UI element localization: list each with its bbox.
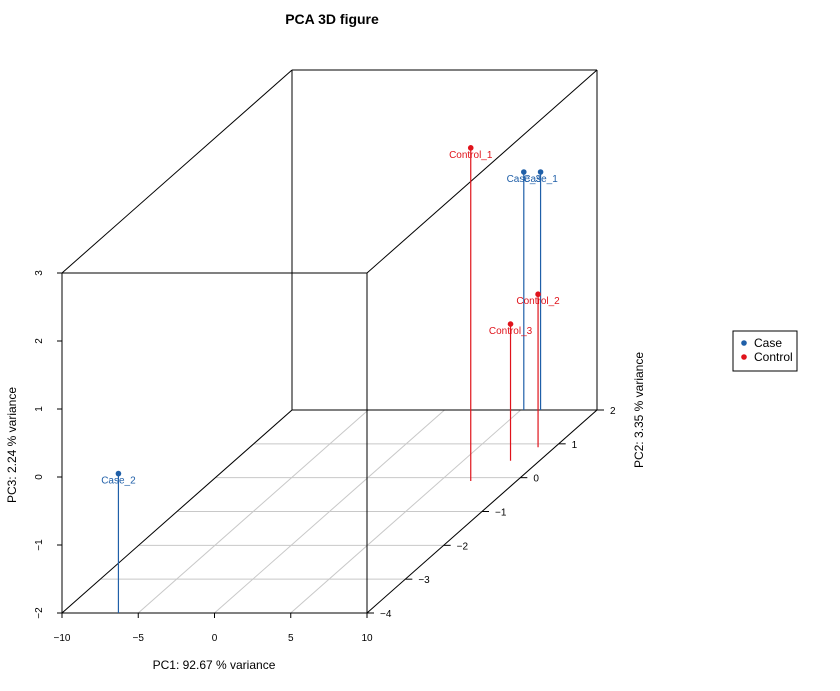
x-axis-ticks: −10 −5 0 5 10 (54, 613, 373, 644)
grid-lines (61, 409, 598, 614)
data-points: Case_1 Case_2 Case_3 Control_1 Control_2 Cont… (101, 145, 560, 613)
box-edge (61, 69, 293, 274)
y-tick-label: −2 (457, 541, 469, 552)
y-axis-label: PC2: 3.35 % variance (632, 352, 646, 468)
point-label: Case_1 (523, 174, 558, 185)
x-tick-label: 10 (361, 633, 373, 644)
x-tick-label: 5 (288, 633, 294, 644)
legend-marker (741, 340, 747, 346)
z-tick-label: 2 (34, 338, 45, 344)
x-tick-label: 0 (212, 633, 218, 644)
data-point (537, 169, 544, 175)
legend-label: Control (754, 350, 793, 364)
y-tick-label: 1 (572, 440, 578, 451)
y-tick-label: −4 (380, 609, 392, 620)
z-tick-label: 1 (34, 406, 45, 412)
y-tick-label: −3 (418, 575, 430, 586)
data-point (467, 145, 474, 151)
z-tick-label: 3 (34, 270, 45, 276)
data-point (115, 470, 122, 477)
y-tick-label: −1 (495, 508, 507, 519)
chart-title: PCA 3D figure (285, 11, 379, 27)
z-tick-label: 0 (34, 474, 45, 480)
legend-box (732, 330, 798, 372)
z-tick-label: −1 (34, 539, 45, 551)
box-edge (366, 69, 598, 274)
data-point (521, 169, 527, 175)
y-tick-label: 0 (533, 474, 539, 485)
y-tick-label: 2 (610, 406, 616, 417)
box-edge (61, 409, 293, 614)
point-label: Control_1 (449, 150, 493, 161)
legend-label: Case (754, 336, 782, 350)
point-label: Control_3 (489, 326, 533, 337)
bounding-box (61, 69, 598, 614)
z-axis-ticks: −2 −1 0 1 2 3 (34, 270, 62, 619)
y-axis-ticks: −4 −3 −2 −1 0 1 2 (367, 406, 616, 620)
legend-marker (741, 354, 747, 360)
point-label: Control_2 (516, 296, 560, 307)
x-tick-label: −5 (133, 633, 145, 644)
x-axis-label: PC1: 92.67 % variance (153, 658, 276, 672)
point-label: Case_3 (507, 174, 542, 185)
data-point (535, 291, 541, 298)
data-point (507, 321, 514, 327)
z-axis-label: PC3: 2.24 % variance (5, 387, 19, 503)
x-tick-label: −10 (54, 633, 71, 644)
z-tick-label: −2 (34, 607, 45, 619)
point-label: Case_2 (101, 476, 136, 487)
